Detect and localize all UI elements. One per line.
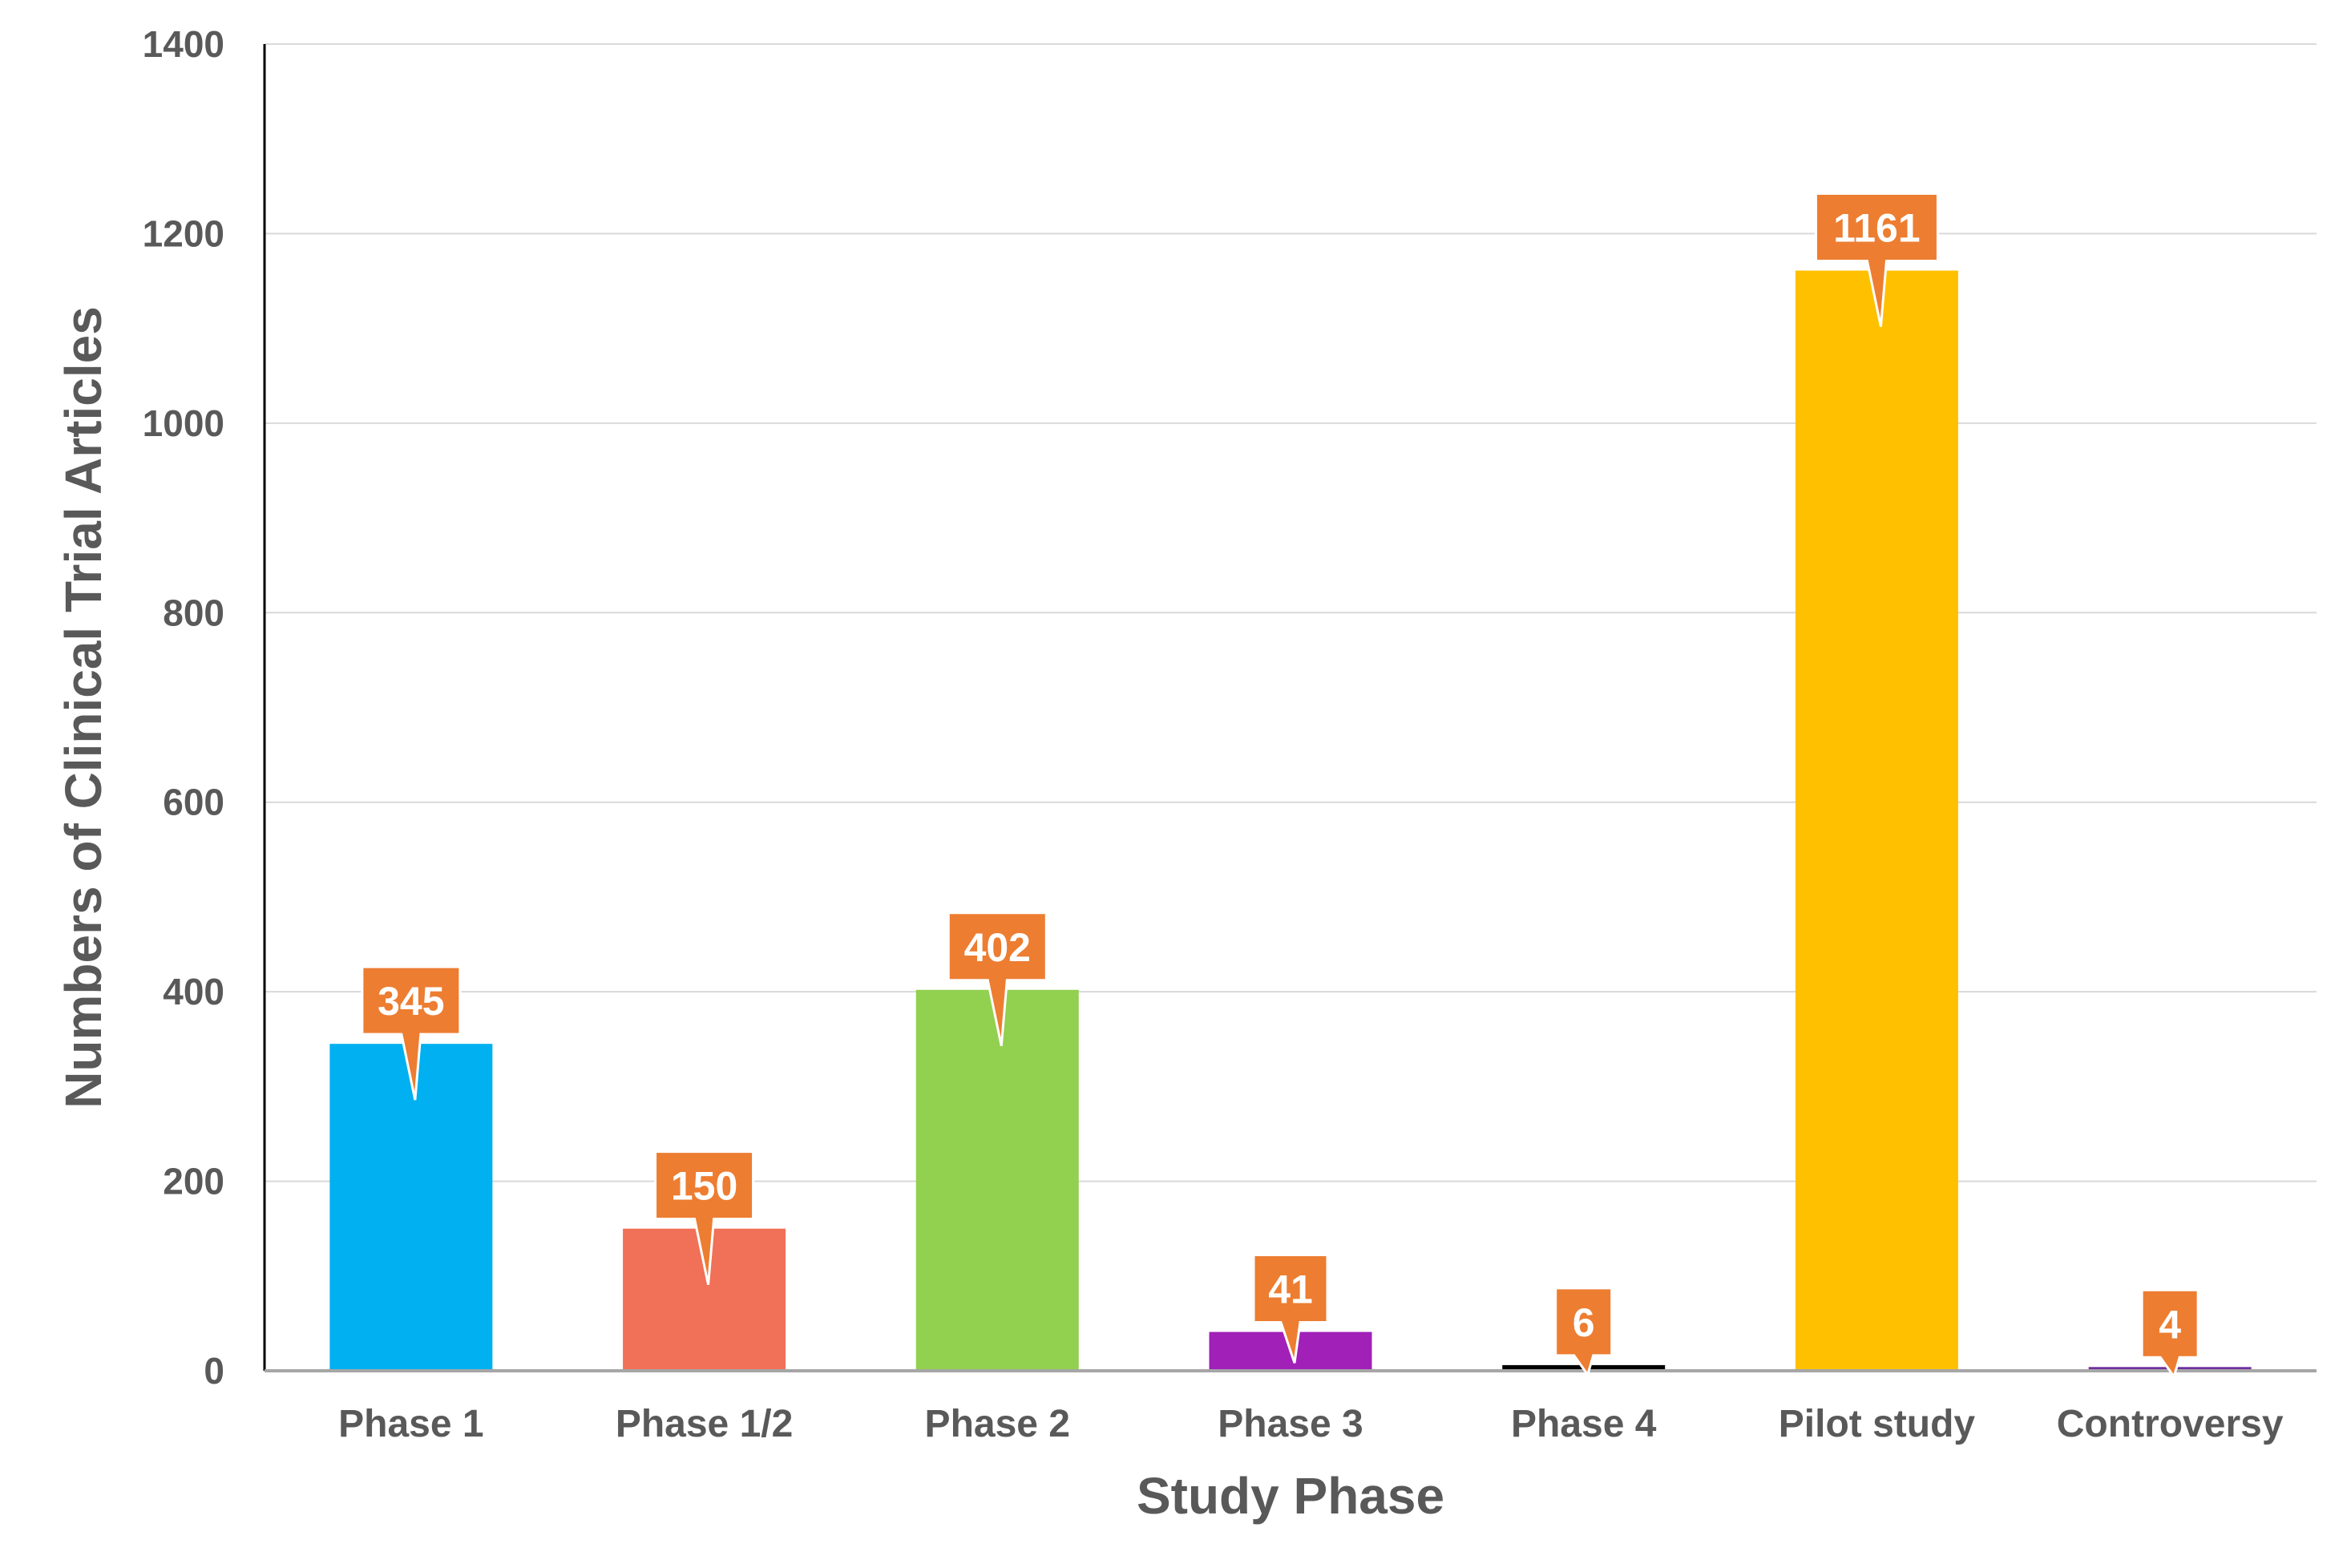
data-label-callout	[1554, 1287, 1614, 1378]
data-label-callout	[1252, 1254, 1329, 1364]
y-axis-title: Numbers of Clinical Trial Articles	[55, 306, 112, 1109]
y-tick-label: 600	[163, 782, 224, 823]
gridlines	[265, 43, 2317, 1182]
x-tick-label: Phase 1/2	[616, 1403, 793, 1445]
y-tick-label: 800	[163, 592, 224, 633]
x-tick-label: Phase 3	[1218, 1403, 1363, 1445]
x-tick-label: Phase 1	[338, 1403, 483, 1445]
data-label: 402	[964, 925, 1031, 970]
data-label: 1161	[1833, 206, 1920, 251]
axes	[263, 44, 2317, 1372]
data-label: 150	[671, 1164, 737, 1209]
x-tick-label: Phase 2	[925, 1403, 1070, 1445]
y-tick-label: 0	[204, 1350, 224, 1392]
data-label-callout	[1814, 192, 1939, 327]
bar-phase-2	[915, 989, 1079, 1371]
y-tick-label: 1000	[143, 402, 224, 444]
data-label-callout	[2140, 1288, 2200, 1380]
data-label-callout	[947, 911, 1048, 1047]
data-label: 6	[1573, 1300, 1595, 1345]
bar-phase-1	[329, 1044, 493, 1371]
bars	[329, 270, 2252, 1372]
y-tick-label: 400	[163, 971, 224, 1012]
y-tick-label: 1400	[143, 23, 224, 65]
bar-pilot-study	[1795, 270, 1958, 1372]
data-label-callout	[361, 965, 462, 1101]
y-tick-label: 200	[163, 1161, 224, 1202]
x-category-labels: Phase 1 Phase 1/2 Phase 2 Phase 3 Phase 4 Pil…	[338, 1403, 2284, 1445]
y-tick-label: 1200	[143, 212, 224, 254]
data-label-callout	[654, 1150, 755, 1285]
x-tick-label: Pilot study	[1779, 1403, 1976, 1445]
x-tick-label: Phase 4	[1511, 1403, 1657, 1445]
data-labels: 345 150 402 41 6 1161 4	[361, 192, 2200, 1380]
y-tick-labels: 0 200 400 600 800 1000 1200 1400	[143, 23, 224, 1392]
data-label: 345	[378, 979, 444, 1024]
x-tick-label: Controversy	[2057, 1403, 2284, 1445]
data-label: 4	[2159, 1302, 2181, 1347]
data-label: 41	[1268, 1267, 1313, 1312]
x-axis-title: Study Phase	[1137, 1467, 1444, 1525]
